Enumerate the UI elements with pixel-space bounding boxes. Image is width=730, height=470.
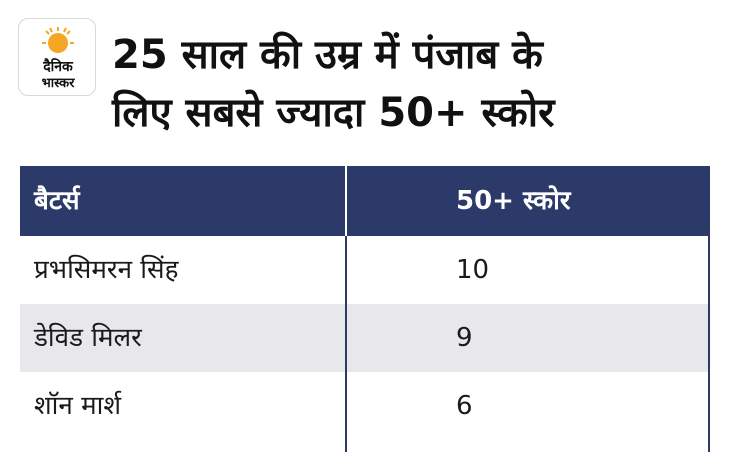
sun-icon: दैनिक भास्कर — [42, 27, 76, 91]
logo-line1: दैनिक — [42, 58, 74, 75]
title-line-2: लिए सबसे ज्यादा 50+ स्कोर — [112, 90, 555, 136]
table-row: डेविड मिलर 9 — [20, 304, 710, 372]
column-header-fifty-plus: 50+ स्कोर — [456, 186, 571, 216]
row-name: शॉन मार्श — [34, 391, 122, 421]
table-row: प्रभसिमरन सिंह 10 — [20, 236, 710, 304]
column-header-batters: बैटर्स — [34, 186, 80, 216]
row-value: 10 — [456, 255, 490, 285]
table-right-border — [708, 236, 710, 452]
table-header: बैटर्स 50+ स्कोर — [20, 166, 710, 236]
row-value: 9 — [456, 323, 473, 353]
scores-table: बैटर्स 50+ स्कोर प्रभसिमरन सिंह 10 डेविड… — [20, 166, 710, 452]
title-line-1: 25 साल की उम्र में पंजाब के — [112, 32, 543, 78]
column-divider — [345, 236, 347, 452]
dainik-bhaskar-logo: दैनिक भास्कर — [18, 18, 96, 96]
logo-line2: भास्कर — [42, 76, 76, 91]
table-row: शॉन मार्श 6 — [20, 372, 710, 440]
header-divider — [345, 166, 347, 236]
row-value: 6 — [456, 391, 473, 421]
page-title: 25 साल की उम्र में पंजाब के लिए सबसे ज्य… — [112, 26, 712, 142]
row-name: डेविड मिलर — [34, 323, 142, 353]
row-name: प्रभसिमरन सिंह — [34, 255, 179, 285]
